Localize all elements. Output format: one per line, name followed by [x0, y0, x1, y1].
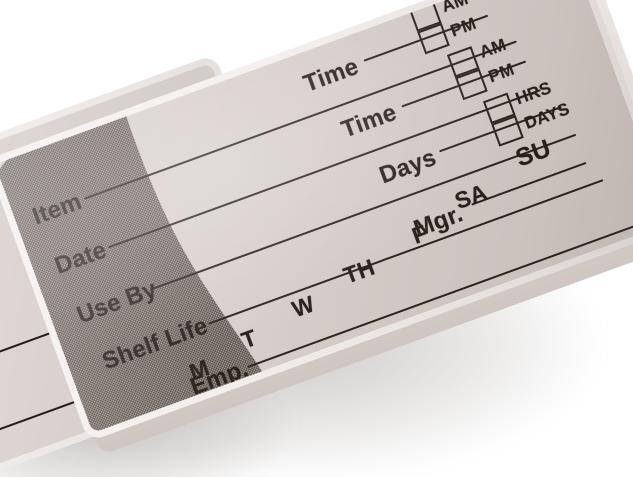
field-label-days: Days — [375, 143, 440, 190]
field-label-time-2: Time — [337, 98, 401, 144]
field-label-time-1: Time — [299, 53, 363, 98]
day-option-su[interactable]: SU — [512, 134, 555, 173]
checkbox-label-am-2: AM — [476, 34, 509, 62]
checkbox-label-am-1: AM — [439, 0, 471, 17]
day-option-w[interactable]: W — [288, 290, 318, 323]
day-option-th[interactable]: TH — [339, 253, 379, 289]
rule-shelf-life — [208, 179, 604, 325]
checkbox-label-pm-2: PM — [485, 59, 517, 87]
checkbox-label-pm-1: PM — [447, 13, 479, 41]
